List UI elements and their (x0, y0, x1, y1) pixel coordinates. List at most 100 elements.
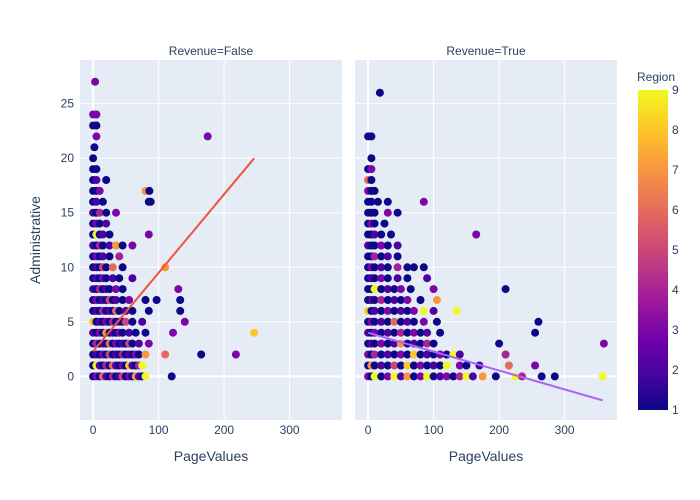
data-point (92, 110, 101, 119)
data-point (429, 306, 438, 315)
data-point (403, 274, 412, 283)
data-point (112, 296, 120, 304)
data-point (423, 361, 432, 370)
data-point (383, 263, 392, 272)
data-point (419, 317, 428, 326)
data-point (108, 274, 117, 283)
data-point (98, 252, 107, 261)
data-point (383, 274, 392, 283)
data-point (197, 350, 206, 359)
data-point (423, 274, 432, 283)
data-point (432, 296, 441, 304)
data-point (115, 306, 124, 315)
data-point (383, 372, 392, 381)
data-point (377, 372, 386, 381)
data-point (383, 208, 392, 217)
data-point (128, 306, 137, 315)
data-point (370, 296, 379, 304)
data-point (98, 197, 107, 206)
data-point (125, 296, 134, 304)
facet-title-true: Revenue=True (446, 44, 526, 58)
data-point (403, 350, 412, 359)
y-tick-label: 25 (61, 97, 75, 111)
x-tick-label: 300 (555, 423, 575, 437)
data-point (396, 350, 405, 359)
data-point (370, 208, 379, 217)
data-point (419, 306, 428, 315)
data-point (416, 296, 425, 304)
data-point (370, 186, 379, 195)
data-point (403, 317, 412, 326)
y-axis-title: Administrative (27, 196, 43, 284)
data-point (377, 350, 386, 359)
data-point (128, 241, 137, 250)
data-point (409, 361, 418, 370)
data-point (128, 274, 137, 283)
data-point (383, 285, 392, 294)
data-point (501, 350, 510, 359)
data-point (393, 241, 402, 250)
data-point (390, 361, 399, 370)
data-point (231, 350, 240, 359)
data-point (370, 285, 379, 294)
x-tick-label: 0 (365, 423, 372, 437)
data-point (390, 285, 399, 294)
data-point (403, 263, 412, 272)
data-point (141, 296, 150, 304)
data-point (472, 230, 481, 239)
data-point (377, 263, 386, 272)
data-point (115, 252, 124, 261)
data-point (416, 361, 425, 370)
data-point (531, 328, 540, 337)
colorbar-tick-label: 4 (672, 283, 679, 297)
data-point (416, 372, 425, 381)
data-point (108, 263, 117, 272)
data-point (105, 285, 114, 294)
data-point (377, 285, 386, 294)
data-point (95, 219, 104, 228)
data-point (403, 372, 412, 381)
data-point (429, 285, 438, 294)
data-point (377, 296, 386, 304)
data-point (419, 263, 428, 272)
data-point (383, 296, 392, 304)
data-point (423, 339, 432, 348)
data-point (105, 252, 114, 261)
data-point (436, 328, 445, 337)
x-tick-label: 0 (90, 423, 97, 437)
data-point (383, 339, 392, 348)
colorbar: Region 1 2 3 4 5 6 7 8 9 (637, 70, 679, 417)
data-point (102, 208, 111, 217)
data-point (599, 339, 608, 348)
data-point (377, 252, 386, 261)
data-point (409, 372, 418, 381)
data-point (121, 317, 130, 326)
y-tick-label: 0 (67, 369, 74, 383)
data-point (161, 350, 170, 359)
data-point (501, 285, 510, 294)
data-point (98, 241, 107, 250)
data-point (390, 317, 399, 326)
data-point (125, 328, 134, 337)
data-point (367, 197, 376, 206)
data-point (112, 285, 120, 294)
data-point (105, 241, 114, 250)
data-point (370, 306, 379, 315)
data-point (250, 328, 259, 337)
data-point (455, 361, 464, 370)
data-point (423, 372, 432, 381)
plot-area (80, 60, 342, 420)
colorbar-tick-label: 3 (672, 323, 679, 337)
colorbar-tick-label: 1 (672, 403, 679, 417)
data-point (491, 372, 500, 381)
data-point (429, 372, 438, 381)
data-point (416, 339, 425, 348)
data-point (131, 328, 140, 337)
colorbar-gradient (638, 90, 668, 410)
colorbar-tick-label: 8 (672, 123, 679, 137)
plot-area (355, 60, 617, 420)
data-point (128, 339, 137, 348)
colorbar-tick-label: 5 (672, 243, 679, 257)
data-point (403, 306, 412, 315)
